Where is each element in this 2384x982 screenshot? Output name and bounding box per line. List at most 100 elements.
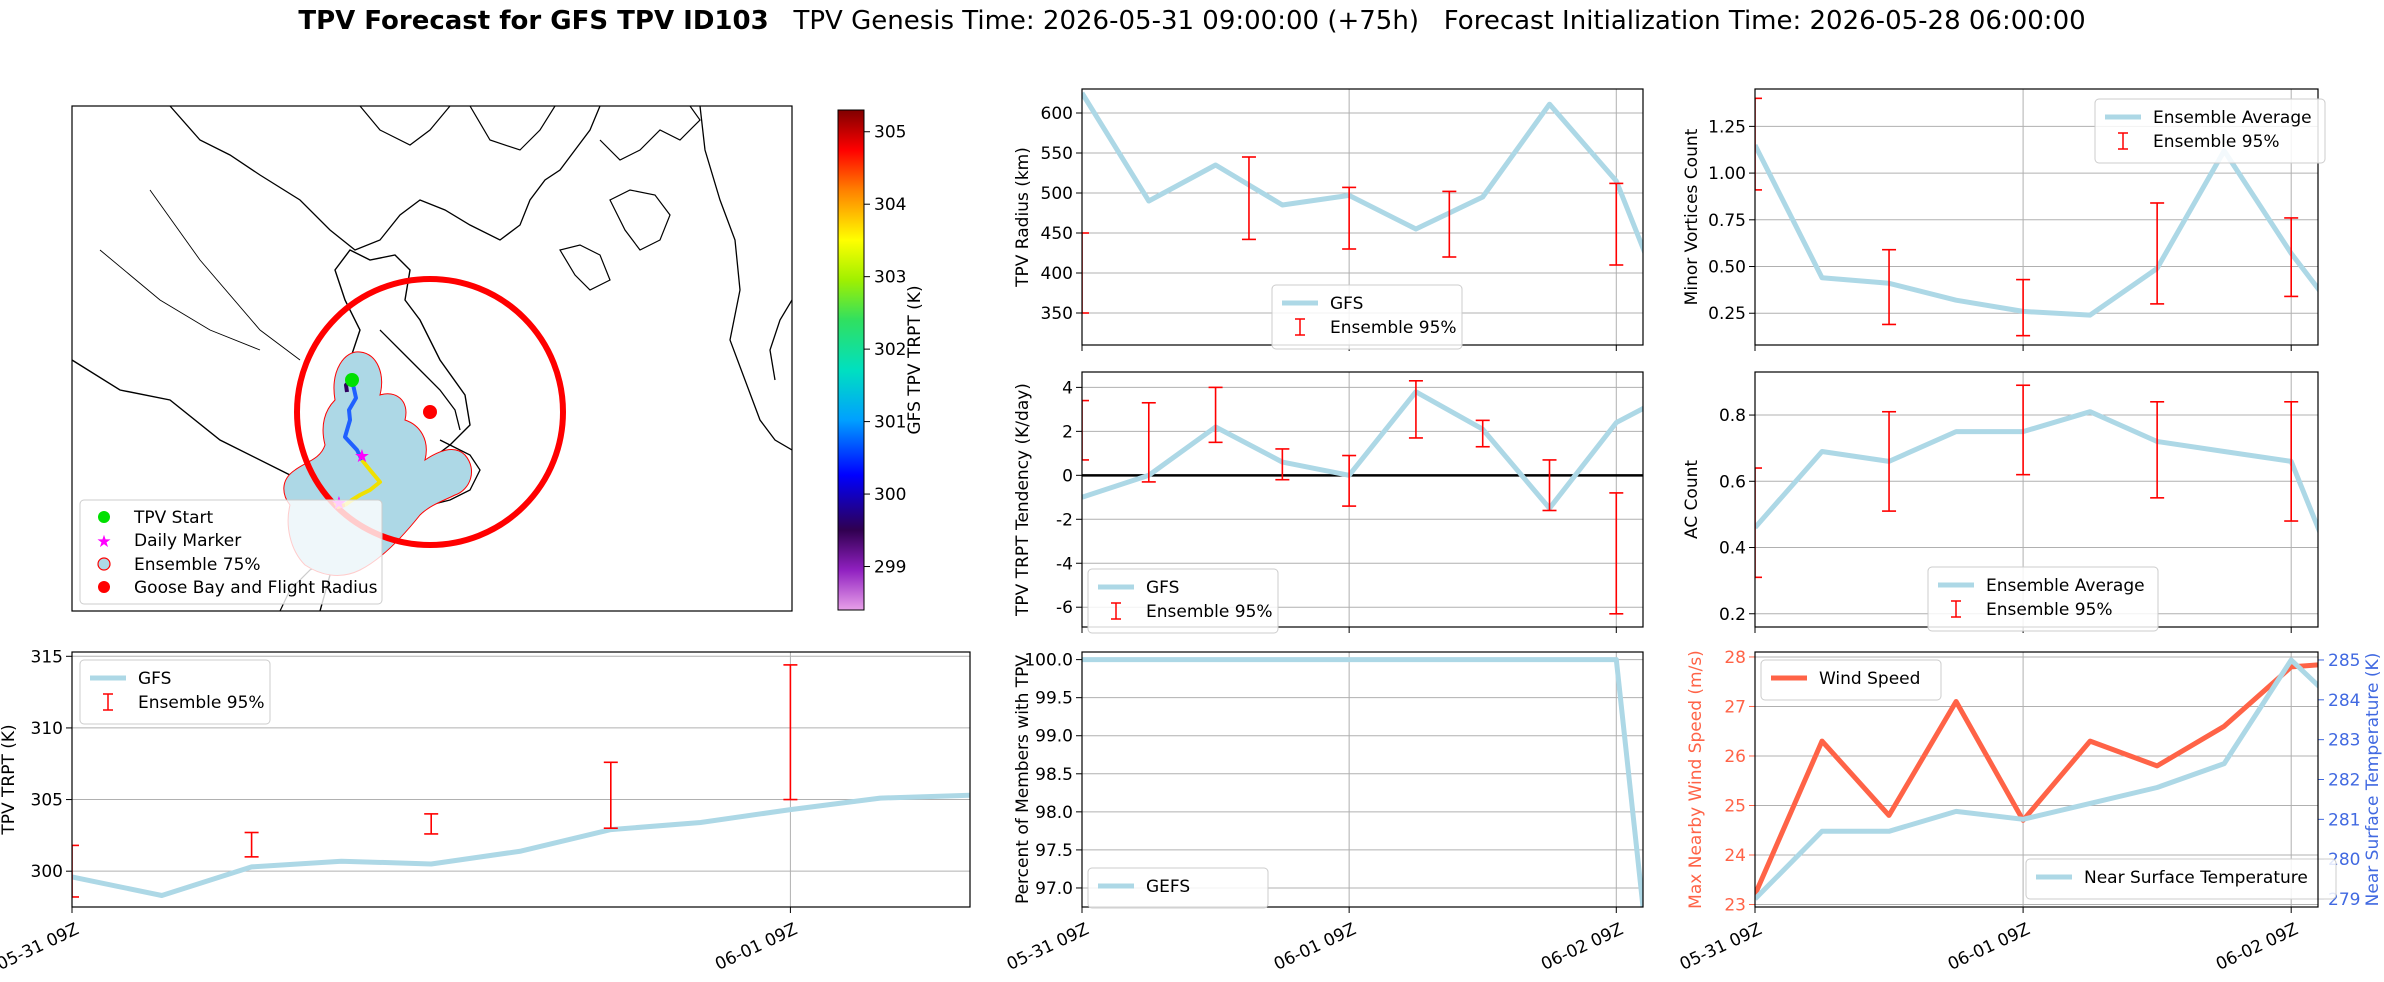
map-frame (71, 105, 793, 612)
y-tick-label: 99.5 (1035, 689, 1073, 709)
data-point (1549, 659, 1550, 661)
plot-area (1755, 384, 2359, 628)
plot-area (72, 664, 970, 898)
y-tick-label: 99.0 (1035, 727, 1073, 747)
axes-frame (1754, 651, 2319, 908)
y-tick-label: 310 (31, 719, 63, 739)
legend-label: GFS (1330, 294, 1363, 314)
series-line (1755, 409, 2318, 535)
colorbar-tick-label: 301 (874, 413, 906, 433)
y-tick-label: 25 (1724, 796, 1746, 816)
y2-tick-label: 283 (2328, 731, 2360, 751)
y-tick-label: 315 (31, 647, 63, 667)
series-line (1082, 91, 1643, 255)
legend-label: Ensemble 95% (1146, 602, 1273, 622)
legend-ensemble-icon (97, 557, 111, 571)
legend-label: Ensemble 95% (2153, 132, 2280, 152)
legend-label: Ensemble Average (2153, 108, 2312, 128)
data-point (1482, 659, 1484, 661)
y-tick-label: 500 (1041, 184, 1073, 204)
y-tick-label: 2 (1062, 422, 1073, 442)
axes-frame (1081, 371, 1644, 628)
tpv-start-marker (345, 373, 359, 387)
chart-tendency: -6 -4 -2 0 2 4 TPV TRPT Tendency (K/day) GFS Ens… (1013, 371, 1684, 634)
flight-radius-circle (294, 276, 566, 548)
map-inner-lines (99, 189, 301, 361)
series-line (72, 792, 970, 898)
colorbar-gradient (837, 109, 865, 611)
y-tick-label: 28 (1724, 648, 1746, 668)
data-point (1281, 204, 1283, 206)
legend-daily-marker: Daily Marker (134, 531, 241, 551)
data-point (2290, 659, 2292, 661)
y-tick-label: 600 (1041, 104, 1073, 124)
colorbar-tick-label: 303 (874, 268, 906, 288)
data-point (2156, 786, 2158, 788)
legend-box (2025, 858, 2337, 900)
data-point (1482, 196, 1484, 198)
data-point (1821, 277, 1823, 279)
y-tick-label: 0 (1062, 466, 1073, 486)
data-point (2089, 314, 2091, 316)
data-point (1955, 431, 1957, 433)
axes-frame (1754, 88, 2319, 346)
y-tick-label: 97.5 (1035, 841, 1073, 861)
x-tick-label: 06-02 09Z (1538, 919, 1626, 974)
y-tick-label: -6 (1056, 598, 1073, 618)
y-tick-label: 24 (1724, 846, 1746, 866)
legend-box (1087, 568, 1279, 634)
y-tick-label: 98.0 (1035, 803, 1073, 823)
y-tick-label: 550 (1041, 144, 1073, 164)
legend-goose-bay: Goose Bay and Flight Radius (134, 578, 378, 598)
legend-box (79, 659, 271, 725)
colorbar-tick-label: 300 (874, 485, 906, 505)
colorbar-ticks: 299 300 301 302 303 304 305 (864, 123, 906, 578)
colorbar-label: GFS TPV TRPT (K) (905, 285, 925, 434)
data-point (520, 850, 522, 852)
data-point (1615, 659, 1617, 661)
daily-marker-1: ★ (354, 446, 370, 467)
data-point (2223, 450, 2225, 452)
y-tick-label: -2 (1056, 510, 1073, 530)
title-genesis: TPV Genesis Time: 2026-05-31 09:00:00 (+… (793, 6, 1419, 36)
y-tick-label: 100.0 (1024, 651, 1073, 671)
legend-box (1927, 566, 2159, 632)
data-point (1615, 422, 1617, 424)
data-point (1348, 659, 1350, 661)
series-line (1082, 657, 1643, 907)
series-line (1082, 389, 1643, 511)
y-tick-label: -4 (1056, 554, 1073, 574)
figure-title: TPV Forecast for GFS TPV ID103 TPV Genes… (0, 6, 2384, 36)
map-labrador (379, 329, 481, 506)
x-tick-label: 06-02 09Z (2213, 919, 2301, 974)
y-axis-label: TPV Radius (km) (1013, 147, 1033, 288)
data-point (1955, 701, 1957, 703)
legend-label: GFS (138, 669, 171, 689)
y-tick-label: 97.0 (1035, 879, 1073, 899)
y-tick-label: 0.6 (1719, 472, 1746, 492)
data-point (2358, 627, 2359, 628)
y-tick-label: 0.25 (1708, 304, 1746, 324)
map-legend-box (79, 499, 383, 605)
y-axis-label: AC Count (1682, 460, 1702, 539)
legend-label: GEFS (1146, 877, 1190, 897)
legend-ensemble-75: Ensemble 75% (134, 555, 261, 575)
chart-ac: 0.2 0.4 0.6 0.8 AC Count Ensemble Average Ense… (1682, 371, 2359, 633)
data-point (2156, 765, 2158, 767)
x-tick-label: 05-31 09Z (0, 919, 82, 974)
data-point (1148, 200, 1150, 202)
legend-tpv-start: TPV Start (133, 508, 214, 528)
map-legend: TPV Start ★ Daily Marker Ensemble 75% Go… (79, 499, 383, 605)
legend-tpv-start-icon (98, 511, 110, 523)
data-point (700, 821, 702, 823)
tpv-track (343, 379, 364, 461)
plot-area (1082, 379, 1684, 615)
map-hudson-bay (169, 106, 601, 251)
y-tick-label: 450 (1041, 224, 1073, 244)
y-tick-label: 23 (1724, 896, 1746, 916)
data-point (1281, 659, 1283, 661)
legend-label: Ensemble 95% (1330, 318, 1457, 338)
x-tick-label: 06-01 09Z (712, 919, 800, 974)
data-point (1683, 387, 1684, 388)
series-line (1755, 657, 2318, 901)
